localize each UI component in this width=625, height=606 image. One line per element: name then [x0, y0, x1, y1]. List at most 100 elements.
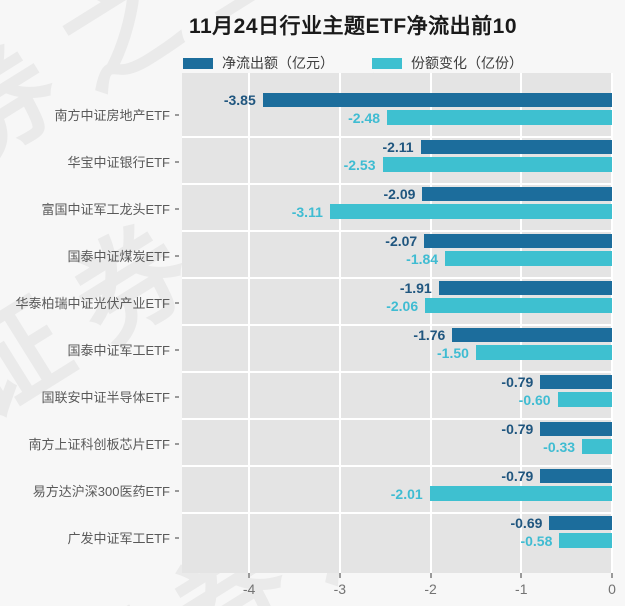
bar-group: -1.91 -2.06 [182, 279, 612, 326]
y-tick-mark [175, 442, 179, 445]
bar-chart: 南方中证房地产ETF 华宝中证银行ETF 富国中证军工龙头ETF 国泰中证煤炭ETF 华… [0, 73, 613, 573]
bar-value-label: -3.11 [291, 203, 323, 220]
category-label: 华泰柏瑞中证光伏产业ETF [15, 296, 170, 311]
bar-group: -0.79 -0.33 [182, 420, 612, 467]
bar-group: -2.07 -1.84 [182, 232, 612, 279]
bar-value-label: -0.79 [501, 468, 534, 484]
plot-area: -3.85 -2.48 -2.11 -2.53 -2.09 -3.11 -2.07 -1.84… [182, 73, 613, 573]
bar [429, 486, 612, 501]
category-label-row: 国泰中证军工ETF [0, 326, 182, 373]
category-label-row: 南方中证房地产ETF [0, 91, 182, 138]
bar [382, 157, 612, 172]
x-axis: -4 -3 -2 -1 0 [182, 573, 616, 605]
bar [424, 234, 612, 248]
chart-title: 11月24日行业主题ETF净流出前10 [188, 15, 518, 38]
bar [387, 110, 612, 125]
category-label: 国泰中证军工ETF [67, 343, 170, 358]
y-axis-labels: 南方中证房地产ETF 华宝中证银行ETF 富国中证军工龙头ETF 国泰中证煤炭ETF 华… [0, 73, 182, 573]
bar-value-label: -2.48 [348, 109, 381, 126]
y-tick-mark [175, 254, 179, 257]
bar-group: -0.79 -0.60 [182, 373, 612, 420]
bar [452, 328, 612, 342]
bar-row: -1.76 [182, 328, 612, 342]
gridline [429, 73, 432, 573]
y-tick-mark [175, 160, 179, 163]
category-label-row: 国联安中证半导体ETF [0, 373, 182, 420]
legend-swatch-share-change [372, 57, 402, 69]
bar [557, 392, 612, 407]
bar-value-label: -3.85 [223, 92, 256, 108]
bar [582, 439, 612, 454]
bar-value-label: -2.01 [390, 485, 423, 502]
x-tick-mark [338, 573, 341, 578]
bar-row: -2.53 [182, 157, 612, 172]
bar-row: -3.11 [182, 204, 612, 219]
bar-value-label: -1.76 [413, 327, 446, 343]
bar [425, 298, 612, 313]
bar-group: -3.85 -2.48 [182, 91, 612, 138]
bar-row: -2.48 [182, 110, 612, 125]
bar-group: -2.11 -2.53 [182, 138, 612, 185]
bar-group: -0.79 -2.01 [182, 467, 612, 514]
bar-group: -2.09 -3.11 [182, 185, 612, 232]
bar-value-label: -0.79 [501, 421, 534, 437]
category-label: 国联安中证半导体ETF [41, 390, 170, 405]
legend-item-net-outflow: 净流出额（亿元） [183, 53, 334, 73]
bar-value-label: -1.91 [399, 280, 432, 296]
bar-value-label: -0.60 [518, 391, 551, 408]
bar-value-label: -2.53 [343, 156, 376, 173]
bar [438, 281, 612, 295]
bar-value-label: -2.09 [383, 186, 416, 202]
x-tick-label: 0 [608, 581, 616, 597]
bar-row: -2.11 [182, 140, 612, 154]
bar [445, 251, 612, 266]
category-label: 国泰中证煤炭ETF [67, 249, 170, 264]
category-label: 易方达沪深300医药ETF [32, 484, 170, 499]
x-tick-mark [429, 573, 432, 578]
bar-group: -0.69 -0.58 [182, 514, 612, 561]
bar-value-label: -1.50 [437, 344, 469, 361]
y-tick-mark [175, 207, 179, 210]
bar [559, 533, 612, 548]
legend-swatch-net-outflow [183, 57, 213, 69]
category-label: 华宝中证银行ETF [67, 155, 170, 170]
bar-value-label: -0.69 [510, 515, 543, 531]
bar-row: -0.58 [182, 533, 612, 548]
x-tick-label: -4 [242, 581, 256, 597]
bar-row: -0.60 [182, 392, 612, 407]
bar-value-label: -1.84 [406, 250, 439, 267]
bar [329, 204, 612, 219]
bar [549, 516, 612, 530]
bar-row: -2.06 [182, 298, 612, 313]
legend-label-share-change: 份额变化（亿份） [411, 55, 523, 71]
bar-row: -2.09 [182, 187, 612, 201]
gridline [520, 73, 523, 573]
y-tick-mark [175, 489, 179, 492]
bar-row: -0.79 [182, 422, 612, 436]
y-tick-mark [175, 301, 179, 304]
bar-value-label: -0.58 [520, 532, 553, 549]
bar-row: -3.85 [182, 93, 612, 107]
bar [262, 93, 612, 107]
x-tick-mark [520, 573, 523, 578]
bar-value-label: -2.11 [382, 139, 414, 155]
bar [540, 375, 612, 389]
bar-row: -1.50 [182, 345, 612, 360]
category-label-row: 富国中证军工龙头ETF [0, 185, 182, 232]
bar-row: -0.33 [182, 439, 612, 454]
bar [420, 140, 612, 154]
bar-value-label: -0.33 [543, 438, 576, 455]
bar [540, 469, 612, 483]
gridline [611, 73, 613, 573]
legend-label-net-outflow: 净流出额（亿元） [222, 55, 334, 71]
bar [540, 422, 612, 436]
category-label-row: 国泰中证煤炭ETF [0, 232, 182, 279]
category-label: 南方上证科创板芯片ETF [28, 437, 170, 452]
y-tick-mark [175, 536, 179, 539]
bar-row: -0.79 [182, 375, 612, 389]
bar-value-label: -0.79 [501, 374, 534, 390]
x-tick-label: -1 [515, 581, 528, 597]
x-tick-mark [611, 573, 613, 578]
bar [422, 187, 612, 201]
bar-row: -1.91 [182, 281, 612, 295]
